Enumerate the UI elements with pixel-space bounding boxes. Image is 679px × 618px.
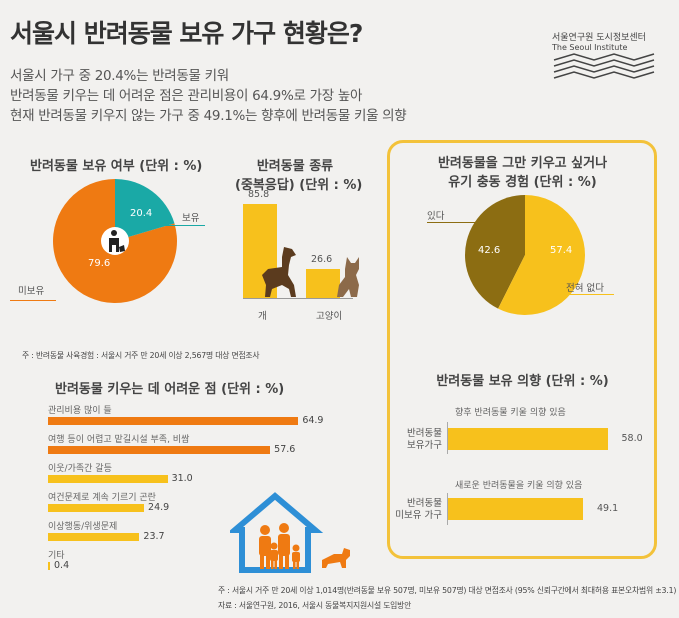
page-title: 서울시 반려동물 보유 가구 현황은? [10, 19, 363, 48]
difficulty-bar [48, 446, 271, 454]
abandon-title-line1: 반려동물을 그만 키우고 싶거나 [437, 156, 608, 171]
non-owner-intent-label-line1: 반려동물 [407, 498, 442, 509]
footer-source: 자료 : 서울연구원, 2016, 서울시 동물복지지원시설 도입방안 [218, 601, 412, 610]
ownership-chart-title: 반려동물 보유 여부 (단위 : %) [30, 159, 203, 174]
yes-value: 42.6 [478, 245, 501, 256]
no-leader-line [556, 294, 614, 295]
pet-type-baseline [243, 298, 353, 299]
family-house-icon [230, 492, 350, 573]
abandon-chart-title: 반려동물을 그만 키우고 싶거나 유기 충동 경험 (단위 : %) [400, 152, 645, 190]
owner-intent-label-line1: 반려동물 [407, 428, 442, 439]
bar-cat-label: 고양이 [316, 311, 343, 322]
pet-type-title-line1: 반려동물 종류 [256, 159, 334, 174]
pie-slice-no [498, 195, 586, 315]
non-owner-intent-label: 반려동물 미보유 가구 [390, 498, 442, 522]
summary-line-1: 서울시 가구 중 20.4%는 반려동물 키워 [10, 68, 229, 84]
difficulty-chart-title: 반려동물 키우는 데 어려운 점 (단위 : %) [55, 382, 285, 397]
difficulty-bar [48, 475, 168, 483]
non-owner-intent-caption: 새로운 반려동물을 키울 의향 있음 [455, 481, 583, 491]
owner-label: 보유 [182, 213, 200, 224]
abandon-title-line2: 유기 충동 경험 (단위 : %) [448, 175, 597, 190]
summary-line-2: 반려동물 키우는 데 어려운 점은 관리비용이 64.9%로 가장 높아 [10, 88, 363, 104]
difficulty-bar [48, 533, 140, 541]
owner-leader-line [165, 225, 205, 226]
difficulty-bar-value: 57.6 [274, 444, 296, 455]
cat-icon [337, 257, 359, 297]
owner-intent-axis [447, 422, 448, 454]
non-owner-value: 79.6 [88, 258, 111, 269]
footer-note: 주 : 서울시 거주 만 20세 이상 1,014명(반려동물 보유 507명,… [218, 586, 677, 595]
difficulty-category-label: 관리비용 많이 들 [48, 406, 112, 416]
pie-slice-owner [115, 179, 175, 241]
bar-cat [306, 268, 340, 298]
difficulty-bar-value: 64.9 [302, 415, 324, 426]
right-panel [387, 140, 657, 559]
ownership-pie-chart [53, 179, 178, 303]
ownership-note: 주 : 반려동물 사육경험 : 서울시 거주 만 20세 이상 2,567명 대… [22, 351, 260, 360]
difficulty-bar [48, 562, 50, 570]
summary-line-3: 현재 반려동물 키우지 않는 가구 중 49.1%는 향후에 반려동물 키울 의… [10, 108, 407, 124]
difficulty-bar-value: 31.0 [171, 473, 193, 484]
yes-leader-line [427, 222, 477, 223]
difficulty-bar-value: 24.9 [148, 502, 170, 513]
pet-type-title-line2: (중복응답) (단위 : %) [235, 178, 363, 193]
difficulty-category-label: 이웃/가족간 갈등 [48, 464, 112, 474]
logo-waves-icon [553, 53, 655, 79]
person-with-pet-icon [101, 227, 129, 255]
non-owner-intent-value: 49.1 [597, 503, 619, 514]
owner-intent-bar [448, 428, 608, 450]
difficulty-category-label: 이상행동/위생문제 [48, 522, 118, 532]
pet-type-chart-title: 반려동물 종류 (중복응답) (단위 : %) [235, 155, 363, 193]
logo-english-text: The Seoul Institute [552, 43, 628, 52]
owner-intent-label: 반려동물 보유가구 [402, 428, 442, 452]
bar-dog-value: 85.8 [248, 188, 270, 200]
difficulty-bar [48, 504, 145, 512]
owner-value: 20.4 [130, 208, 153, 219]
no-label: 전혀 없다 [566, 283, 604, 294]
yes-label: 있다 [427, 211, 445, 222]
owner-intent-value: 58.0 [621, 433, 643, 444]
non-owner-label: 미보유 [18, 286, 45, 297]
seoul-institute-logo: 서울연구원 도시정보센터 The Seoul Institute [552, 30, 662, 86]
abandon-pie-chart [465, 195, 586, 315]
intention-chart-title: 반려동물 보유 의향 (단위 : %) [436, 374, 609, 389]
difficulty-bar [48, 417, 299, 425]
difficulty-category-label: 여행 등이 어렵고 맡길시설 부족, 비쌈 [48, 435, 190, 445]
non-owner-intent-axis [447, 493, 448, 525]
pie-slice-yes [465, 195, 525, 309]
non-owner-leader-line [10, 300, 56, 301]
difficulty-bar-value: 0.4 [54, 560, 70, 571]
bar-dog-label: 개 [258, 311, 267, 322]
difficulty-category-label: 기타 [48, 551, 65, 561]
non-owner-intent-label-line2: 미보유 가구 [395, 510, 442, 521]
owner-intent-label-line2: 보유가구 [407, 440, 442, 451]
dog-icon [262, 247, 296, 297]
difficulty-category-label: 여건문제로 계속 기르기 곤란 [48, 493, 156, 503]
difficulty-bar-value: 23.7 [143, 531, 165, 542]
no-value: 57.4 [550, 245, 573, 256]
logo-korean-text: 서울연구원 도시정보센터 [552, 33, 646, 43]
bar-cat-value: 26.6 [311, 253, 333, 265]
non-owner-intent-bar [448, 498, 584, 520]
owner-intent-caption: 향후 반려동물 키울 의향 있음 [455, 408, 566, 418]
